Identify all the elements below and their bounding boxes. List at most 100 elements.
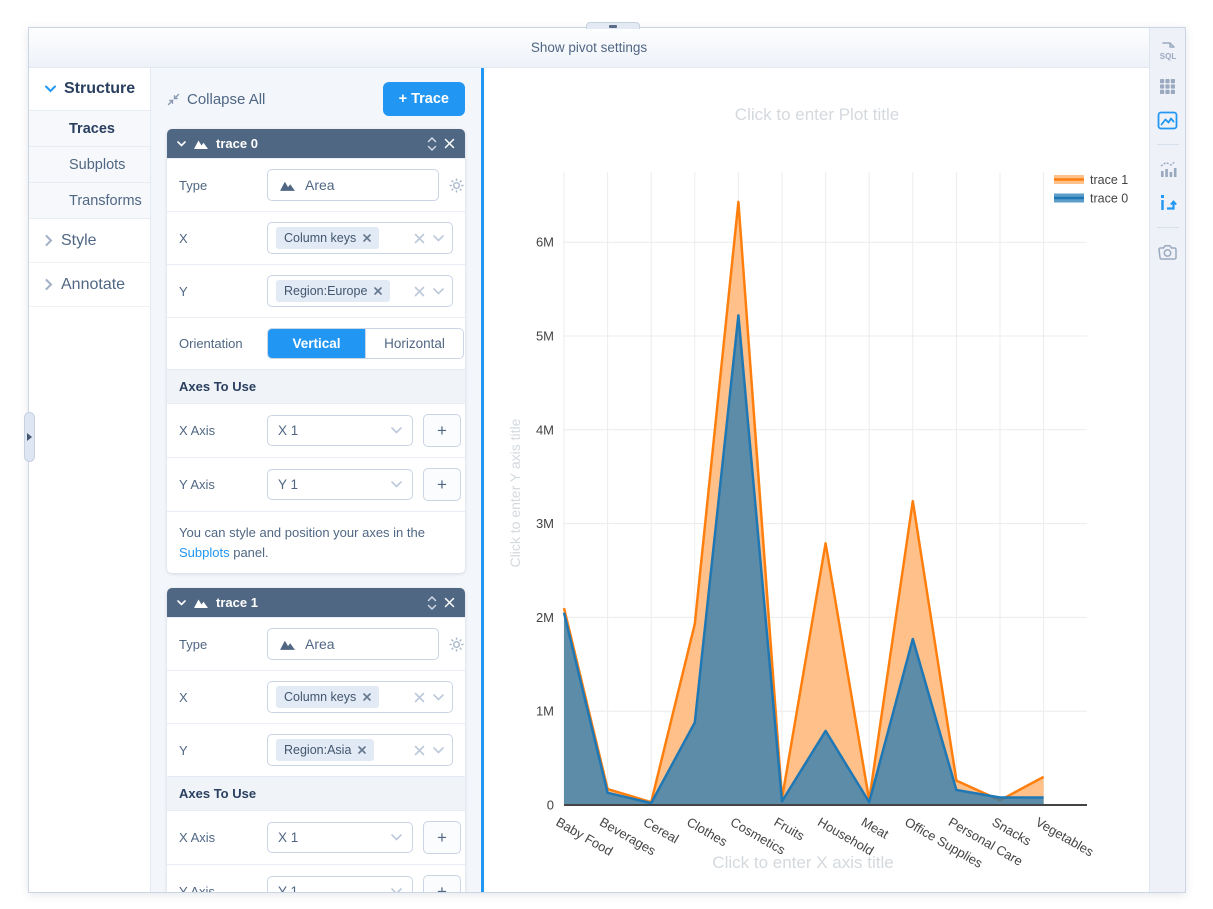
trace-0-fold: trace 0 Type Area bbox=[167, 129, 465, 573]
add-x-axis-button[interactable]: + bbox=[423, 821, 461, 854]
bar-line-chart-icon[interactable] bbox=[1156, 157, 1180, 181]
add-trace-button[interactable]: + Trace bbox=[382, 82, 465, 116]
add-x-axis-button[interactable]: + bbox=[423, 414, 461, 447]
legend-entry[interactable]: trace 0 bbox=[1054, 192, 1128, 206]
gridlines bbox=[563, 172, 1087, 805]
x-axis-title[interactable]: Click to enter X axis title bbox=[712, 853, 893, 872]
sidebar-item-annotate[interactable]: Annotate bbox=[29, 263, 150, 307]
field-label: Y Axis bbox=[179, 884, 215, 892]
sidebar-item-label: Traces bbox=[69, 120, 115, 137]
sidebar-item-style[interactable]: Style bbox=[29, 219, 150, 263]
pivot-app-window: Show pivot settings Structure Traces Sub… bbox=[24, 22, 1186, 893]
x-axis-row: X Axis X 1 + bbox=[167, 403, 465, 457]
main-column: Show pivot settings Structure Traces Sub… bbox=[29, 28, 1149, 892]
area-trace-1[interactable] bbox=[564, 201, 1044, 806]
legend-entry[interactable]: trace 1 bbox=[1054, 173, 1128, 187]
close-icon[interactable] bbox=[444, 597, 455, 608]
chart-panel[interactable]: 0 1M 2M 3M 4M 5M 6M Baby Food Beverages Cereal Clo… bbox=[484, 68, 1149, 892]
pivot-icon[interactable] bbox=[1156, 191, 1180, 215]
orientation-vertical-button[interactable]: Vertical bbox=[268, 329, 365, 358]
gear-icon[interactable] bbox=[449, 636, 464, 652]
move-trace-icon[interactable] bbox=[427, 136, 437, 151]
chevron-down-icon bbox=[45, 85, 56, 93]
add-y-axis-button[interactable]: + bbox=[423, 468, 461, 501]
panel-resize-splitter[interactable] bbox=[481, 68, 484, 892]
chevron-down-icon bbox=[177, 599, 186, 606]
area-type-icon bbox=[280, 640, 295, 650]
close-icon[interactable] bbox=[444, 138, 455, 149]
x-data-dropdown[interactable]: Column keys bbox=[267, 222, 453, 254]
axes-to-use-header: Axes To Use bbox=[167, 369, 465, 403]
panel-toolbar: Collapse All + Trace bbox=[167, 82, 465, 116]
clear-icon[interactable] bbox=[414, 745, 425, 756]
chevron-down-icon bbox=[391, 481, 402, 488]
x-axis-select[interactable]: X 1 bbox=[267, 415, 413, 446]
collapse-all-button[interactable]: Collapse All bbox=[167, 91, 265, 108]
clear-icon[interactable] bbox=[414, 286, 425, 297]
table-icon[interactable] bbox=[1156, 74, 1180, 98]
remove-chip-icon[interactable] bbox=[374, 287, 383, 295]
camera-icon[interactable] bbox=[1156, 240, 1180, 264]
orientation-horizontal-button[interactable]: Horizontal bbox=[365, 329, 463, 358]
y-axis-select[interactable]: Y 1 bbox=[267, 469, 413, 500]
trace-name: trace 0 bbox=[216, 136, 258, 151]
trace-name: trace 1 bbox=[216, 595, 258, 610]
trace-1-fold-header[interactable]: trace 1 bbox=[167, 588, 465, 617]
chevron-down-icon[interactable] bbox=[433, 234, 444, 242]
show-pivot-settings-button[interactable]: Show pivot settings bbox=[530, 40, 648, 55]
orientation-row: Orientation Vertical Horizontal bbox=[167, 317, 465, 369]
divider bbox=[1156, 227, 1179, 228]
sidebar-item-label: Annotate bbox=[61, 275, 126, 293]
add-y-axis-button[interactable]: + bbox=[423, 875, 461, 892]
x-tick-label: Vegetables bbox=[1033, 814, 1097, 859]
sidebar-item-traces[interactable]: Traces bbox=[29, 111, 150, 147]
sidebar-item-transforms[interactable]: Transforms bbox=[29, 183, 150, 219]
divider bbox=[1156, 144, 1179, 145]
remove-chip-icon[interactable] bbox=[358, 746, 367, 754]
trace-type-select[interactable]: Area bbox=[267, 628, 439, 660]
sql-icon[interactable]: SQL bbox=[1156, 40, 1180, 64]
trace-0-fold-header[interactable]: trace 0 bbox=[167, 129, 465, 158]
chevron-down-icon[interactable] bbox=[433, 746, 444, 754]
y-tick-label: 2M bbox=[536, 610, 554, 625]
y-data-dropdown[interactable]: Region:Asia bbox=[267, 734, 453, 766]
area-trace-0[interactable] bbox=[564, 315, 1044, 805]
gear-icon[interactable] bbox=[449, 177, 464, 193]
chevron-right-icon bbox=[27, 433, 32, 441]
y-tick-label: 4M bbox=[536, 422, 554, 437]
field-label: X bbox=[179, 689, 188, 705]
y-axis-select[interactable]: Y 1 bbox=[267, 876, 413, 892]
clear-icon[interactable] bbox=[414, 692, 425, 703]
remove-chip-icon[interactable] bbox=[363, 234, 372, 242]
chevron-down-icon[interactable] bbox=[433, 287, 444, 295]
y-tick-label: 1M bbox=[536, 704, 554, 719]
chevron-down-icon[interactable] bbox=[433, 693, 444, 701]
top-drag-handle[interactable] bbox=[586, 22, 640, 29]
subplots-link[interactable]: Subplots bbox=[179, 544, 230, 560]
sidebar-item-subplots[interactable]: Subplots bbox=[29, 147, 150, 183]
collapse-icon bbox=[167, 93, 180, 105]
y-axis-row: Y Axis Y 1 + bbox=[167, 864, 465, 892]
clear-icon[interactable] bbox=[414, 233, 425, 244]
move-trace-icon[interactable] bbox=[427, 595, 437, 610]
x-axis-row: X Axis X 1 + bbox=[167, 810, 465, 864]
plot-title[interactable]: Click to enter Plot title bbox=[735, 105, 899, 124]
right-toolbar: SQL bbox=[1149, 28, 1185, 892]
y-axis-title[interactable]: Click to enter Y axis title bbox=[507, 418, 523, 567]
sidebar-expand-handle[interactable] bbox=[24, 412, 35, 462]
selected-column-chip: Region:Asia bbox=[276, 739, 375, 761]
chevron-right-icon bbox=[45, 235, 53, 246]
sidebar-item-structure[interactable]: Structure bbox=[29, 68, 150, 111]
trace-1-fold: trace 1 Type Area bbox=[167, 588, 465, 892]
x-axis-select[interactable]: X 1 bbox=[267, 822, 413, 853]
selected-column-chip: Region:Europe bbox=[276, 280, 391, 302]
sidebar-item-label: Style bbox=[61, 231, 97, 249]
image-chart-icon[interactable] bbox=[1156, 108, 1180, 132]
remove-chip-icon[interactable] bbox=[363, 693, 372, 701]
x-data-dropdown[interactable]: Column keys bbox=[267, 681, 453, 713]
top-bar: Show pivot settings bbox=[29, 28, 1149, 68]
trace-type-select[interactable]: Area bbox=[267, 169, 439, 201]
y-data-dropdown[interactable]: Region:Europe bbox=[267, 275, 453, 307]
